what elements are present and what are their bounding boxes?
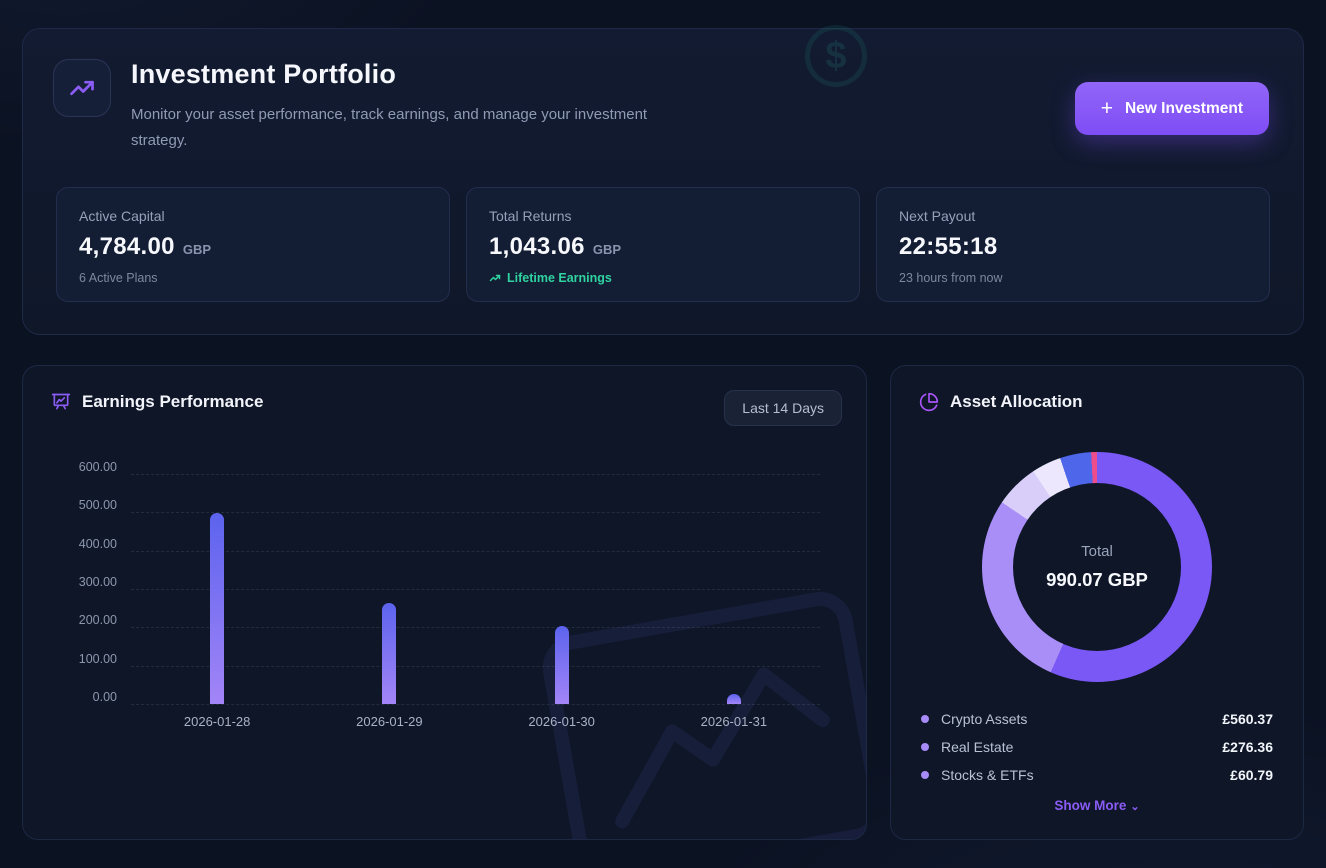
stat-label: Active Capital xyxy=(79,208,165,224)
x-axis-label: 2026-01-30 xyxy=(528,714,595,729)
stat-value: 1,043.06 xyxy=(489,233,585,260)
trend-up-mini-icon xyxy=(489,274,501,282)
x-axis-label: 2026-01-31 xyxy=(700,714,768,729)
stat-label: Next Payout xyxy=(899,208,976,224)
stat-card-total-returns: Total Returns 1,043.06 GBP Lifetime Earn… xyxy=(466,187,860,302)
dollar-watermark-icon: $ xyxy=(805,25,867,87)
bar-2026-01-30[interactable] xyxy=(554,626,569,704)
x-axis-label: 2026-01-29 xyxy=(356,714,423,729)
legend-item-real-estate: Real Estate £276.36 xyxy=(921,733,1273,761)
legend-dot xyxy=(921,771,929,779)
new-investment-label: New Investment xyxy=(1124,99,1243,117)
bar-chart: 600.00 500.00 400.00 300.00 200.00 100.0… xyxy=(61,460,820,729)
asset-allocation-panel: Asset Allocation Total 990.07 GBP Crypto… xyxy=(890,365,1304,840)
legend-item-stocks-etfs: Stocks & ETFs £60.79 xyxy=(921,761,1273,789)
bar-2026-01-31[interactable] xyxy=(726,694,741,704)
chevron-down-icon: ⌄ xyxy=(1130,801,1140,813)
legend-dot xyxy=(921,715,929,723)
show-more-button[interactable]: Show More ⌄ xyxy=(891,798,1303,813)
bar-plot-area xyxy=(131,474,820,704)
stats-row: Active Capital 4,784.00 GBP 6 Active Pla… xyxy=(56,187,1270,302)
stat-value: 4,784.00 xyxy=(79,233,175,260)
stat-card-next-payout: Next Payout 22:55:18 23 hours from now xyxy=(876,187,1270,302)
stat-currency: GBP xyxy=(182,242,211,257)
range-selector[interactable]: Last 14 Days xyxy=(724,390,842,426)
stat-label: Total Returns xyxy=(489,208,572,224)
page-title: Investment Portfolio xyxy=(131,59,397,89)
plus-icon: + xyxy=(1100,97,1113,120)
allocation-panel-title: Asset Allocation xyxy=(950,392,1083,411)
page-subtitle: Monitor your asset performance, track ea… xyxy=(131,106,648,149)
stat-sub: 23 hours from now xyxy=(899,271,1003,285)
stat-card-active-capital: Active Capital 4,784.00 GBP 6 Active Pla… xyxy=(56,187,450,302)
stat-value: 22:55:18 xyxy=(899,233,998,260)
bar-2026-01-28[interactable] xyxy=(210,513,225,704)
allocation-legend: Crypto Assets £560.37 Real Estate £276.3… xyxy=(921,705,1273,789)
x-axis-label: 2026-01-28 xyxy=(183,714,251,729)
stat-sub: 6 Active Plans xyxy=(79,271,158,285)
pie-chart-icon xyxy=(919,392,939,412)
legend-dot xyxy=(921,743,929,751)
donut-center-value: 990.07 GBP xyxy=(1046,569,1148,590)
bar-2026-01-29[interactable] xyxy=(382,602,397,704)
portfolio-hero-panel: Investment Portfolio Monitor your asset … xyxy=(22,25,1304,335)
legend-item-crypto-assets: Crypto Assets £560.37 xyxy=(921,705,1273,733)
new-investment-button[interactable]: + New Investment xyxy=(1074,82,1269,135)
earnings-panel-title: Earnings Performance xyxy=(82,392,264,411)
allocation-donut-chart[interactable]: Total 990.07 GBP xyxy=(982,452,1212,682)
trending-up-icon xyxy=(53,59,111,117)
lifetime-earnings-badge: Lifetime Earnings xyxy=(489,271,837,285)
earnings-chart-icon xyxy=(51,393,71,410)
donut-center-label: Total xyxy=(1081,543,1113,560)
donut-center: Total 990.07 GBP xyxy=(1013,483,1181,651)
stat-currency: GBP xyxy=(592,242,621,257)
earnings-performance-panel: Earnings Performance Last 14 Days 600.00… xyxy=(22,365,867,840)
